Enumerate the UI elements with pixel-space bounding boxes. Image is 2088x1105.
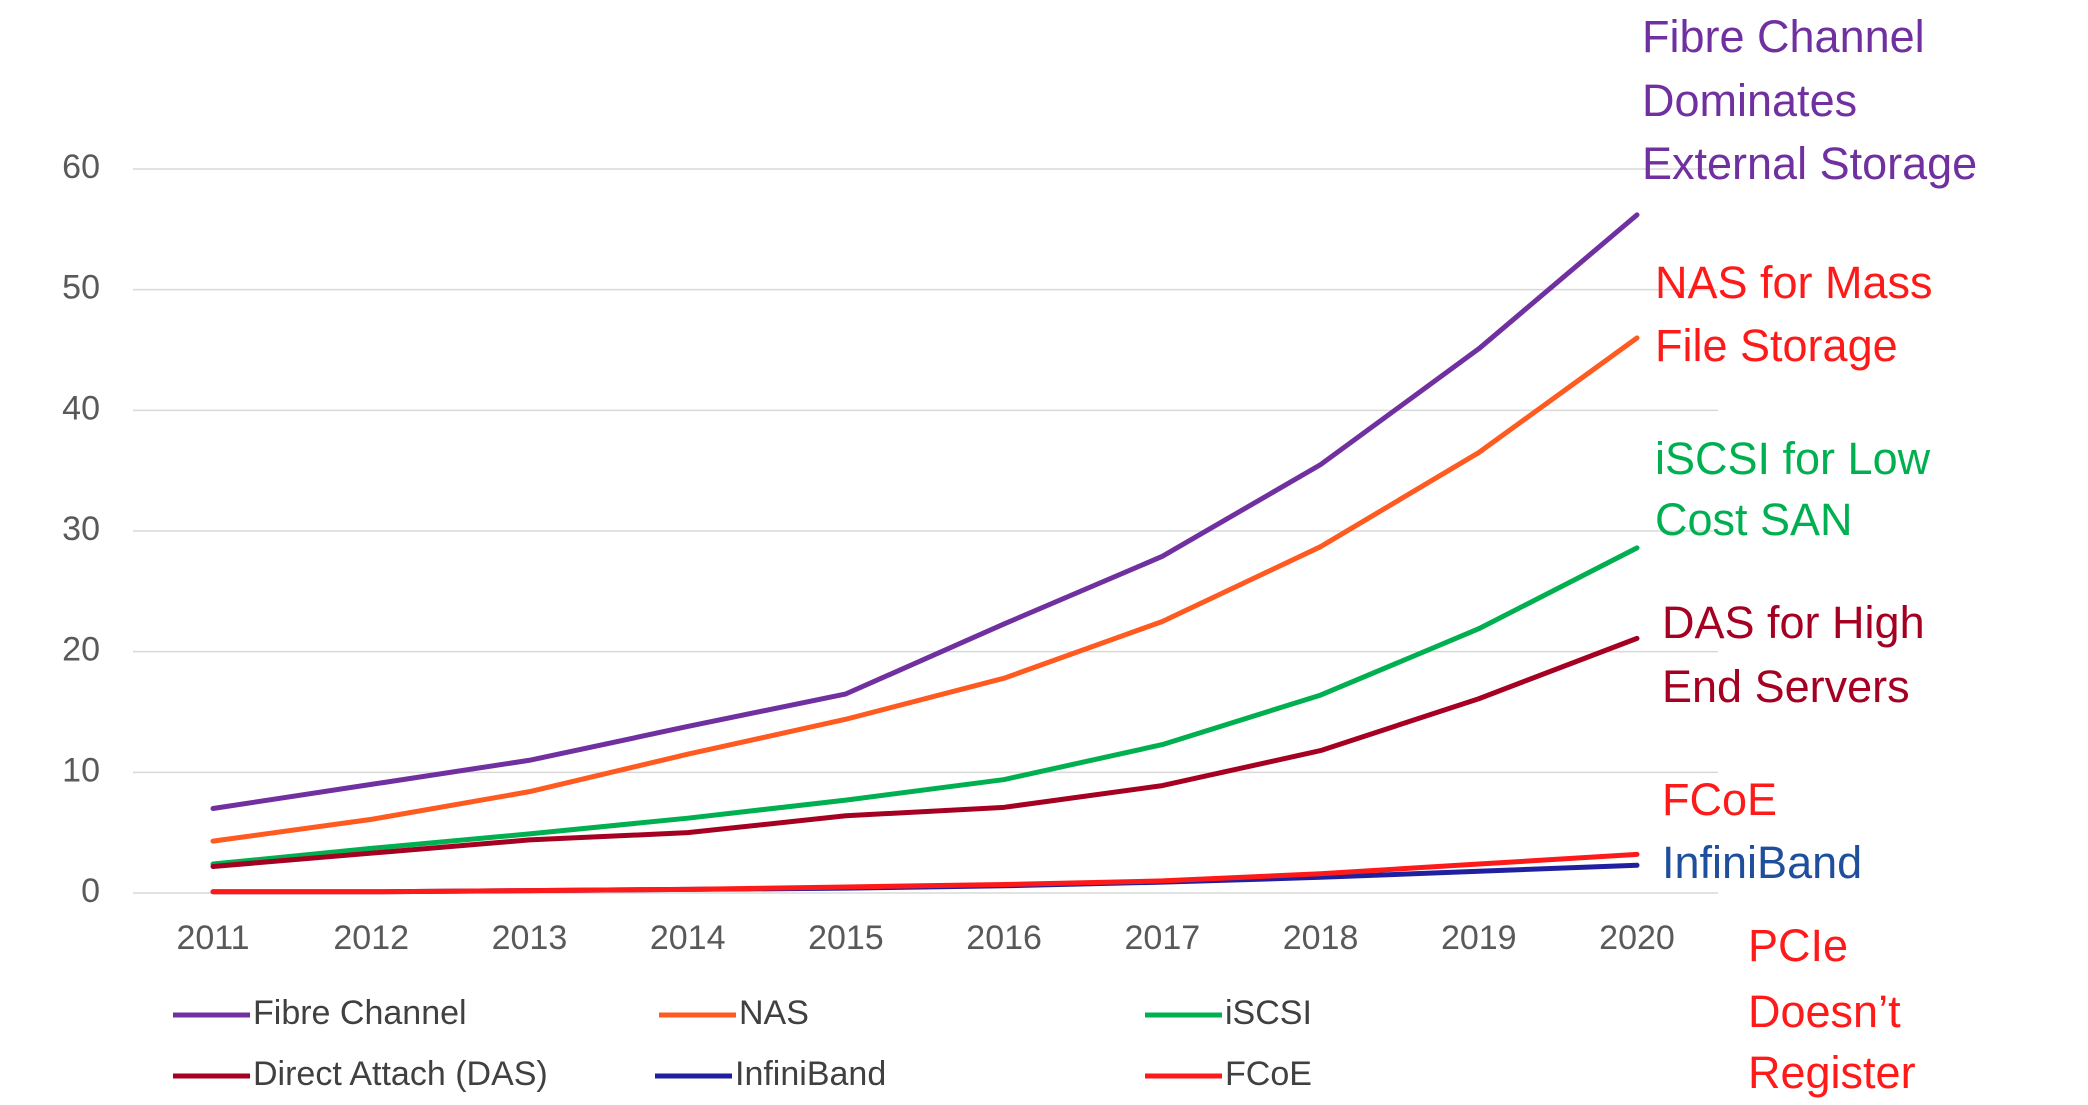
x-tick-label: 2012 — [333, 919, 409, 957]
annotation: End Servers — [1662, 661, 1910, 712]
y-tick-label: 50 — [62, 269, 100, 307]
series-line — [210, 851, 1640, 895]
annotation: InfiniBand — [1662, 837, 1862, 888]
y-tick-label: 0 — [81, 872, 100, 910]
annotation: PCIe — [1748, 920, 1848, 971]
legend-label: Direct Attach (DAS) — [253, 1055, 548, 1093]
x-tick-label: 2018 — [1283, 919, 1359, 957]
annotation: iSCSI for Low — [1655, 433, 1931, 484]
x-tick-label: 2011 — [176, 919, 249, 957]
annotation: Fibre Channel — [1642, 11, 1925, 62]
y-tick-label: 10 — [62, 751, 100, 789]
x-tick-label: 2020 — [1599, 919, 1675, 957]
legend-label: InfiniBand — [735, 1055, 886, 1093]
annotation: FCoE — [1662, 774, 1777, 825]
series-line — [210, 635, 1640, 869]
annotation: Doesn’t — [1748, 986, 1901, 1037]
x-tick-label: 2019 — [1441, 919, 1517, 957]
series-line — [210, 212, 1640, 812]
legend-label: NAS — [739, 994, 809, 1032]
annotation: External Storage — [1642, 138, 1977, 189]
annotation: DAS for High — [1662, 597, 1925, 648]
annotation: Register — [1748, 1047, 1916, 1098]
annotation: NAS for Mass — [1655, 257, 1933, 308]
annotation: Cost SAN — [1655, 494, 1853, 545]
x-tick-label: 2015 — [808, 919, 884, 957]
y-tick-label: 40 — [62, 389, 100, 427]
x-tick-label: 2013 — [492, 919, 568, 957]
y-tick-label: 20 — [62, 631, 100, 669]
series-line — [210, 335, 1640, 844]
annotation: File Storage — [1655, 320, 1898, 371]
x-tick-label: 2016 — [966, 919, 1042, 957]
x-tick-label: 2014 — [650, 919, 726, 957]
legend-label: FCoE — [1225, 1055, 1312, 1093]
legend-label: Fibre Channel — [253, 994, 467, 1032]
y-tick-label: 60 — [62, 148, 100, 186]
series-line — [210, 545, 1640, 867]
legend-label: iSCSI — [1225, 994, 1312, 1032]
x-tick-label: 2017 — [1125, 919, 1201, 957]
annotation: Dominates — [1642, 75, 1857, 126]
y-tick-label: 30 — [62, 510, 100, 548]
